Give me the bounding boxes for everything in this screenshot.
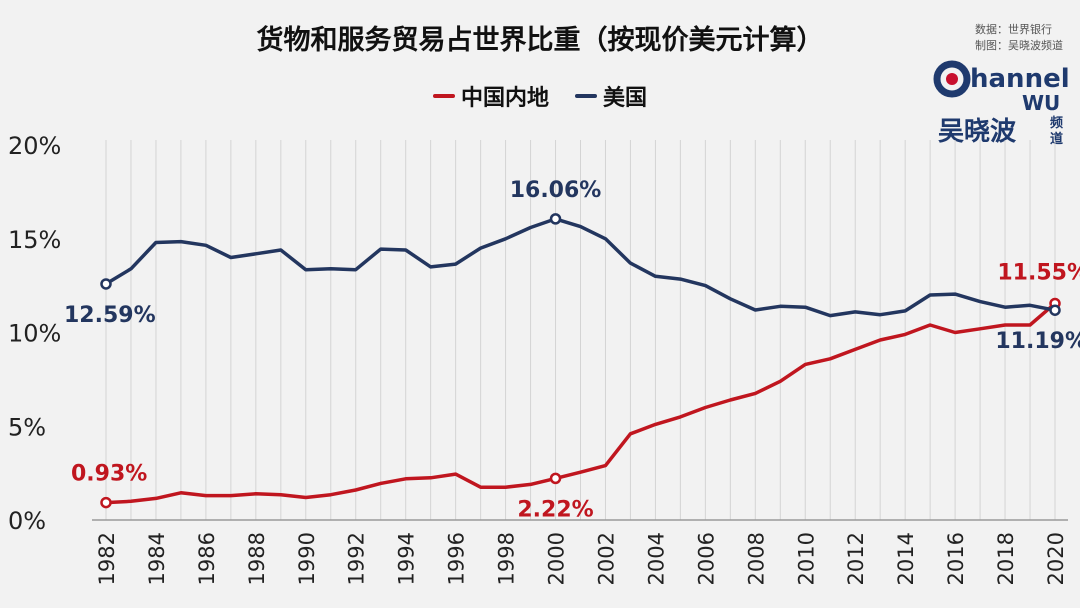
x-tick-label: 2008 [744,532,768,585]
x-tick-label: 2020 [1044,532,1068,585]
x-tick-label: 2000 [545,532,569,585]
channel-wu-logo: hannel WU 吴晓波 频 道 [933,60,1070,147]
legend-swatch-usa [575,94,597,98]
series-line-china [104,301,1057,505]
x-tick-label: 1984 [145,532,169,585]
series-line-usa [104,217,1057,318]
logo-mid-text: WU [1022,91,1060,115]
logo-side-text-2: 道 [1050,131,1063,147]
x-tick-label: 2004 [644,532,668,585]
legend-label-china: 中国内地 [460,86,549,111]
x-tick-label: 1988 [245,532,269,585]
data-label-usa-2000: 16.06% [510,178,602,203]
y-tick-label: 5% [8,413,46,441]
data-label-china-1982: 0.93% [71,462,147,487]
x-tick-label: 1982 [95,532,119,585]
y-tick-label: 10% [8,320,61,348]
data-label-usa-1982: 12.59% [64,303,156,328]
source-line-credit: 制图：吴晓波频道 [975,39,1063,52]
x-tick-label: 2014 [894,532,918,585]
annotated-point-china-1982 [100,496,112,509]
x-tick-label: 2006 [694,532,718,585]
source-note: 数据：世界银行 制图：吴晓波频道 [975,22,1063,54]
x-tick-label: 1998 [495,532,519,585]
y-tick-label: 0% [8,507,46,535]
y-tick-label: 15% [8,226,61,254]
source-line-data: 数据：世界银行 [975,23,1052,36]
legend-label-usa: 美国 [603,86,648,111]
x-tick-label: 1992 [345,532,369,585]
logo-top-text: hannel [970,64,1070,94]
legend-swatch-china [432,94,455,98]
annotated-point-china-2000 [549,472,562,485]
legend-item-china: 中国内地 [432,80,549,112]
logo-circle-icon [933,60,971,98]
logo-side-text-1: 频 [1050,115,1063,131]
x-tick-label: 2018 [994,532,1018,585]
x-tick-label: 1986 [195,532,219,585]
annotated-point-usa-1982 [100,278,112,290]
annotated-point-usa-2020 [1049,304,1061,316]
chart-title: 货物和服务贸易占世界比重（按现价美元计算） [256,25,824,56]
legend-item-usa: 美国 [575,80,647,112]
x-tick-label: 1990 [295,532,319,585]
x-tick-label: 2002 [594,532,618,585]
x-tick-label: 2016 [944,532,968,585]
data-label-usa-2020: 11.19% [995,329,1080,354]
data-label-china-2000: 2.22% [517,497,593,522]
x-tick-label: 2010 [794,532,818,585]
x-tick-label: 1996 [445,532,469,585]
logo-brand-text: 吴晓波 [938,117,1017,147]
data-label-china-2020: 11.55% [997,260,1080,285]
logo-dot-icon [946,73,958,85]
x-tick-label: 1994 [395,532,419,585]
x-tick-label: 2012 [844,532,868,585]
legend: 中国内地 美国 [0,80,1080,112]
y-tick-label: 20% [8,132,61,160]
annotated-point-usa-2000 [549,213,562,225]
